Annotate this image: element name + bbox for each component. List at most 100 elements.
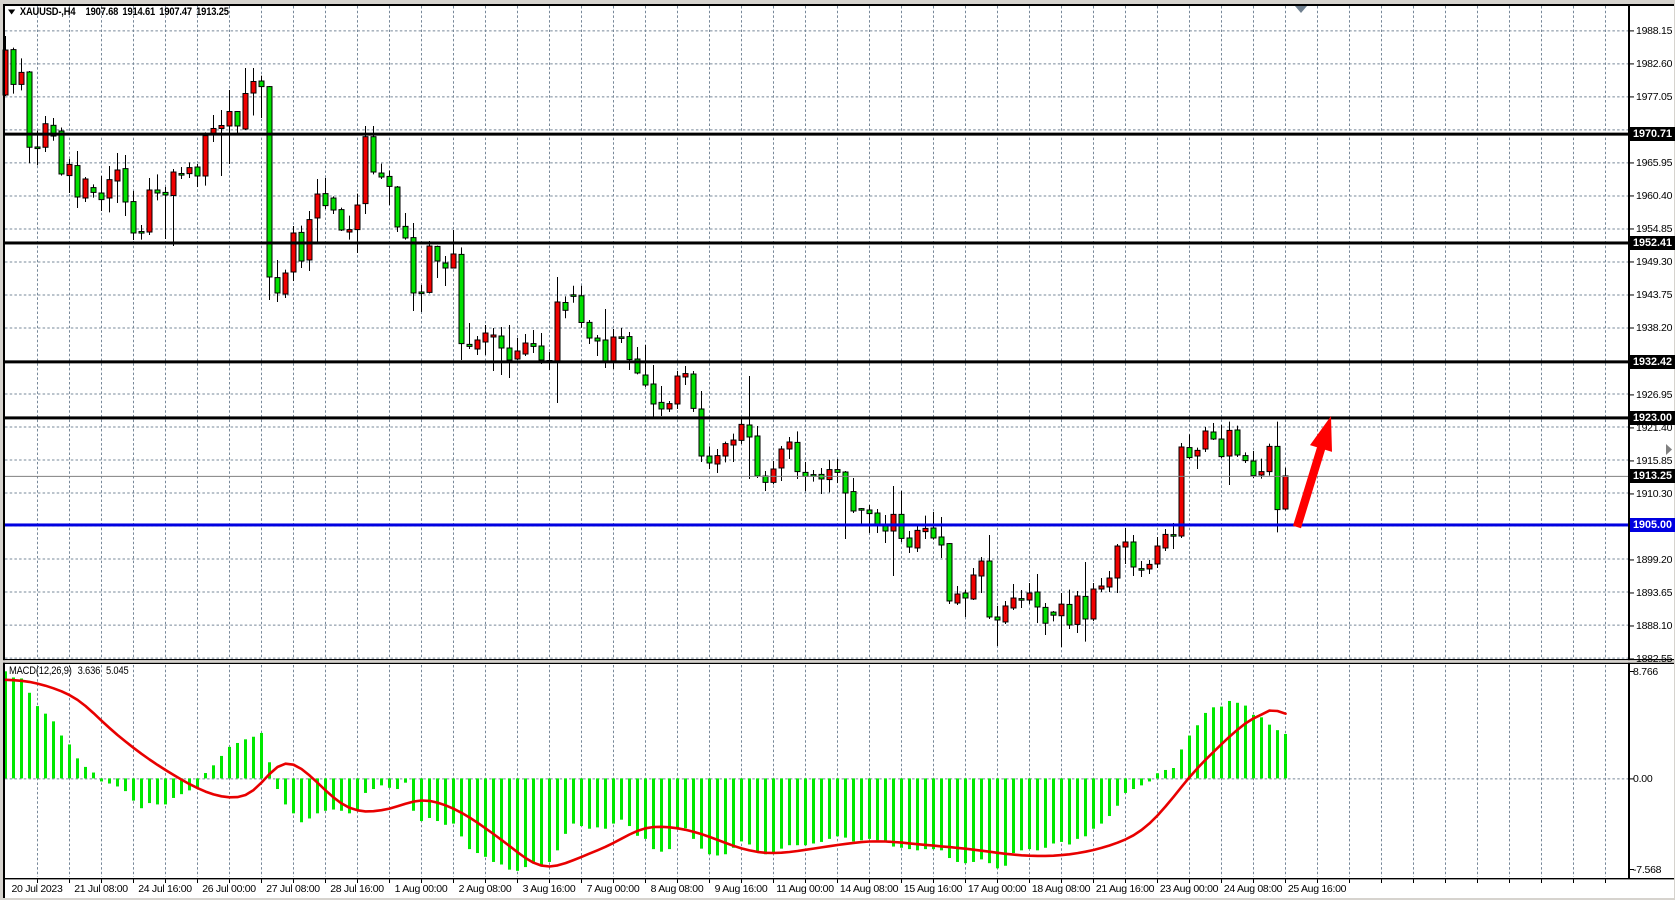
quote-close: 1913.25: [196, 6, 229, 18]
candle-body-bull: [770, 468, 777, 483]
time-tick-label[interactable]: 15 Aug 16:00: [903, 883, 963, 895]
macd-histogram-bar: [388, 778, 391, 788]
candle-body-bull: [738, 423, 745, 441]
candle-body-bull: [226, 111, 233, 127]
symbol-dropdown-icon[interactable]: [8, 9, 16, 15]
time-tick-label[interactable]: 27 Jul 08:00: [266, 883, 320, 895]
candle-body-bull: [282, 272, 289, 295]
candle-body-bear: [1130, 541, 1137, 568]
time-tick-label[interactable]: 8 Aug 08:00: [650, 883, 704, 895]
macd-histogram-bar: [500, 778, 503, 865]
price-tick-label[interactable]: 1921.40: [1636, 421, 1673, 434]
price-tick-label[interactable]: 1977.05: [1636, 90, 1673, 103]
time-tick-label[interactable]: 18 Aug 08:00: [1031, 883, 1091, 895]
macd-histogram-bar: [876, 778, 879, 841]
time-tick-label[interactable]: 25 Aug 16:00: [1287, 883, 1347, 895]
macd-histogram-bar: [756, 778, 759, 852]
macd-histogram-bar: [156, 778, 159, 805]
time-tick-label[interactable]: 2 Aug 08:00: [458, 883, 512, 895]
resistance-line[interactable]: [3, 416, 1628, 420]
price-tick-label[interactable]: 1965.95: [1636, 156, 1673, 169]
price-tick-label[interactable]: 1899.20: [1636, 553, 1673, 566]
time-tick-label[interactable]: 21 Aug 16:00: [1095, 883, 1155, 895]
time-tick-label[interactable]: 26 Jul 00:00: [202, 883, 256, 895]
price-tick-label[interactable]: 1982.60: [1636, 57, 1673, 70]
candle-body-bear: [570, 294, 577, 297]
macd-histogram-bar: [748, 778, 751, 845]
price-tick-label[interactable]: 1988.15: [1636, 24, 1673, 37]
macd-indicator-label: MACD(12,26,9) 3.636 5.045: [9, 665, 132, 677]
price-tick-label[interactable]: 1938.20: [1636, 321, 1673, 334]
macd-histogram-bar: [988, 778, 991, 864]
price-tick-label[interactable]: 1915.85: [1636, 454, 1673, 467]
candle-body-bear: [322, 193, 329, 207]
candle-body-bull: [1114, 545, 1121, 579]
price-tick-label[interactable]: 1926.95: [1636, 388, 1673, 401]
candle-body-bear: [1218, 438, 1225, 458]
macd-histogram-bar: [820, 778, 823, 842]
time-tick-label[interactable]: 24 Aug 08:00: [1223, 883, 1283, 895]
support-line[interactable]: [3, 523, 1628, 527]
macd-histogram-bar: [852, 778, 855, 842]
candle-body-bull: [1146, 563, 1153, 570]
macd-histogram-bar: [100, 778, 103, 782]
price-tick-label[interactable]: 1882.55: [1636, 652, 1673, 665]
up-arrow-annotation[interactable]: [1293, 416, 1332, 529]
candle-body-bull: [1010, 597, 1017, 609]
macd-histogram-bar: [380, 778, 383, 786]
price-tick-label[interactable]: 1960.40: [1636, 189, 1673, 202]
candle-body-bear: [154, 189, 161, 194]
macd-histogram-bar: [236, 742, 239, 779]
candle-body-bull: [1002, 605, 1009, 623]
price-tick-label[interactable]: 1910.30: [1636, 487, 1673, 500]
time-tick-label[interactable]: 20 Jul 2023: [11, 883, 63, 895]
candle-body-bear: [34, 146, 41, 150]
candle-body-bear: [434, 245, 441, 262]
time-tick-label[interactable]: 17 Aug 00:00: [967, 883, 1027, 895]
price-tick-label[interactable]: 1949.30: [1636, 255, 1673, 268]
macd-histogram-bar: [556, 778, 559, 851]
candle-body-bear: [50, 124, 57, 137]
candle-body-bull: [826, 469, 833, 481]
time-tick-label[interactable]: 28 Jul 16:00: [330, 883, 384, 895]
candle-body-bull: [1266, 445, 1273, 473]
resistance-line[interactable]: [3, 360, 1628, 364]
candle-body-bull: [474, 339, 481, 350]
time-tick-label[interactable]: 23 Aug 00:00: [1159, 883, 1219, 895]
macd-histogram-bar: [724, 778, 727, 855]
price-tick-label[interactable]: 1893.65: [1636, 586, 1673, 599]
time-tick-label[interactable]: 1 Aug 00:00: [394, 883, 448, 895]
candle-body-bull: [1178, 446, 1185, 537]
price-tick-label[interactable]: 1943.75: [1636, 288, 1673, 301]
time-tick-label[interactable]: 24 Jul 16:00: [138, 883, 192, 895]
resistance-line[interactable]: [3, 241, 1628, 245]
macd-histogram-bar: [548, 778, 551, 862]
time-tick-label[interactable]: 21 Jul 08:00: [74, 883, 128, 895]
time-tick-label[interactable]: 9 Aug 16:00: [714, 883, 768, 895]
chart-client-area: [3, 4, 1675, 899]
macd-histogram-bar: [68, 744, 71, 779]
candle-body-bear: [418, 291, 425, 295]
candle-body-bull: [666, 403, 673, 410]
pane-splitter-body[interactable]: [3, 660, 1675, 663]
macd-histogram-bar: [252, 736, 255, 779]
candle-body-bull: [1122, 541, 1129, 548]
candle-body-bear: [842, 471, 849, 494]
macd-histogram-bar: [636, 778, 639, 836]
candle-body-bull: [114, 169, 121, 182]
time-tick-label[interactable]: 14 Aug 08:00: [839, 883, 899, 895]
macd-value: 3.636: [77, 665, 101, 677]
price-tick-label[interactable]: 1954.85: [1636, 222, 1673, 235]
candle-body-bear: [850, 491, 857, 512]
macd-histogram-bar: [692, 778, 695, 839]
price-tick-label[interactable]: 1888.10: [1636, 619, 1673, 632]
time-tick-label[interactable]: 7 Aug 00:00: [586, 883, 640, 895]
time-tick-label[interactable]: 11 Aug 00:00: [776, 883, 834, 895]
candle-body-bear: [234, 111, 241, 127]
time-tick-label[interactable]: 3 Aug 16:00: [522, 883, 576, 895]
resistance-line[interactable]: [3, 132, 1628, 136]
candle-body-bull: [450, 253, 457, 269]
candle-body-bull: [778, 448, 785, 469]
